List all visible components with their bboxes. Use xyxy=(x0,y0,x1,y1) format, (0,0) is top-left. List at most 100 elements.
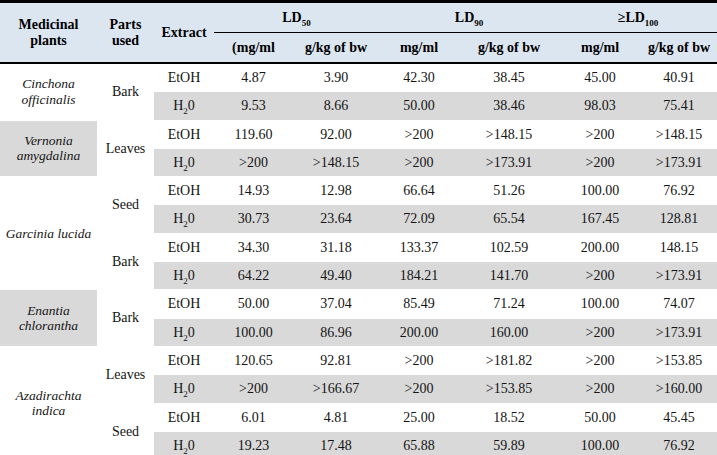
table-row: Vernonia amygdalinaLeavesEtOH119.6092.00… xyxy=(0,120,717,148)
value-cell: 25.00 xyxy=(379,403,459,431)
value-cell: 64.22 xyxy=(214,262,293,290)
value-cell: 119.60 xyxy=(214,120,293,148)
part-used-cell: Leaves xyxy=(97,120,154,177)
value-cell: >153.85 xyxy=(459,375,559,403)
table-row: Enantia chloranthaBarkEtOH50.0037.0485.4… xyxy=(0,290,717,318)
extract-cell: H20 xyxy=(154,262,214,290)
part-used-cell: Bark xyxy=(97,63,154,120)
value-cell: 128.81 xyxy=(641,205,717,233)
value-cell: 40.91 xyxy=(641,63,717,92)
table-body: Cinchona officinalisBarkEtOH4.873.9042.3… xyxy=(0,63,717,455)
header-parts-used: Parts used xyxy=(97,2,154,64)
toxicity-table: Medicinal plants Parts used Extract LD50… xyxy=(0,0,717,455)
value-cell: >200 xyxy=(559,262,641,290)
value-cell: 100.00 xyxy=(559,431,641,455)
value-cell: 74.07 xyxy=(641,290,717,318)
table-container: Medicinal plants Parts used Extract LD50… xyxy=(0,0,717,455)
value-cell: 100.00 xyxy=(214,318,293,346)
value-cell: 200.00 xyxy=(559,233,641,261)
extract-cell: EtOH xyxy=(154,290,214,318)
value-cell: 9.53 xyxy=(214,92,293,120)
extract-cell: EtOH xyxy=(154,346,214,374)
value-cell: >148.15 xyxy=(459,120,559,148)
value-cell: >160.00 xyxy=(641,375,717,403)
value-cell: >200 xyxy=(559,375,641,403)
value-cell: 184.21 xyxy=(379,262,459,290)
value-cell: 6.01 xyxy=(214,403,293,431)
value-cell: 59.89 xyxy=(459,431,559,455)
table-row: Cinchona officinalisBarkEtOH4.873.9042.3… xyxy=(0,63,717,92)
value-cell: 45.00 xyxy=(559,63,641,92)
header-unit: g/kg of bw xyxy=(459,33,559,64)
header-unit: (mg/ml xyxy=(214,33,293,64)
header-unit: g/kg of bw xyxy=(641,33,717,64)
value-cell: >200 xyxy=(379,148,459,176)
value-cell: >200 xyxy=(379,346,459,374)
value-cell: >173.91 xyxy=(641,262,717,290)
value-cell: 51.26 xyxy=(459,177,559,205)
value-cell: 45.45 xyxy=(641,403,717,431)
value-cell: 50.00 xyxy=(559,403,641,431)
value-cell: >173.91 xyxy=(641,318,717,346)
value-cell: 8.66 xyxy=(293,92,379,120)
value-cell: 98.03 xyxy=(559,92,641,120)
value-cell: >200 xyxy=(379,120,459,148)
extract-cell: EtOH xyxy=(154,177,214,205)
part-used-cell: Seed xyxy=(97,177,154,234)
value-cell: 133.37 xyxy=(379,233,459,261)
extract-cell: EtOH xyxy=(154,403,214,431)
header-unit: g/kg of bw xyxy=(293,33,379,64)
table-row: BarkEtOH34.3031.18133.37102.59200.00148.… xyxy=(0,233,717,261)
value-cell: >173.91 xyxy=(459,148,559,176)
value-cell: 200.00 xyxy=(379,318,459,346)
value-cell: 167.45 xyxy=(559,205,641,233)
value-cell: >200 xyxy=(379,375,459,403)
value-cell: 31.18 xyxy=(293,233,379,261)
value-cell: >200 xyxy=(559,120,641,148)
part-used-cell: Bark xyxy=(97,233,154,290)
value-cell: 148.15 xyxy=(641,233,717,261)
value-cell: 4.81 xyxy=(293,403,379,431)
table-header: Medicinal plants Parts used Extract LD50… xyxy=(0,2,717,64)
extract-cell: H20 xyxy=(154,431,214,455)
header-medicinal-plants: Medicinal plants xyxy=(0,2,97,64)
part-used-cell: Bark xyxy=(97,290,154,347)
value-cell: 37.04 xyxy=(293,290,379,318)
value-cell: >200 xyxy=(559,346,641,374)
value-cell: 76.92 xyxy=(641,177,717,205)
value-cell: 100.00 xyxy=(559,290,641,318)
value-cell: 34.30 xyxy=(214,233,293,261)
value-cell: >166.67 xyxy=(293,375,379,403)
value-cell: >173.91 xyxy=(641,148,717,176)
value-cell: 92.81 xyxy=(293,346,379,374)
value-cell: 100.00 xyxy=(559,177,641,205)
value-cell: 66.64 xyxy=(379,177,459,205)
value-cell: 17.48 xyxy=(293,431,379,455)
value-cell: 23.64 xyxy=(293,205,379,233)
plant-name-cell: Cinchona officinalis xyxy=(0,63,97,120)
value-cell: 160.00 xyxy=(459,318,559,346)
value-cell: 30.73 xyxy=(214,205,293,233)
header-group-row: Medicinal plants Parts used Extract LD50… xyxy=(0,2,717,33)
header-group-ld50: LD50 xyxy=(214,2,379,33)
extract-cell: H20 xyxy=(154,375,214,403)
value-cell: 42.30 xyxy=(379,63,459,92)
table-row: Azadirachta indicaLeavesEtOH120.6592.81>… xyxy=(0,346,717,374)
value-cell: 71.24 xyxy=(459,290,559,318)
value-cell: >181.82 xyxy=(459,346,559,374)
extract-cell: H20 xyxy=(154,148,214,176)
header-unit: mg/ml xyxy=(559,33,641,64)
value-cell: 4.87 xyxy=(214,63,293,92)
value-cell: 85.49 xyxy=(379,290,459,318)
part-used-cell: Leaves xyxy=(97,346,154,403)
plant-name-cell: Enantia chlorantha xyxy=(0,290,97,347)
value-cell: >153.85 xyxy=(641,346,717,374)
value-cell: 92.00 xyxy=(293,120,379,148)
header-extract: Extract xyxy=(154,2,214,64)
plant-name-cell: Garcinia lucida xyxy=(0,177,97,290)
value-cell: 65.54 xyxy=(459,205,559,233)
table-row: Garcinia lucidaSeedEtOH14.9312.9866.6451… xyxy=(0,177,717,205)
value-cell: 3.90 xyxy=(293,63,379,92)
header-group-ld90: LD90 xyxy=(379,2,559,33)
value-cell: 120.65 xyxy=(214,346,293,374)
